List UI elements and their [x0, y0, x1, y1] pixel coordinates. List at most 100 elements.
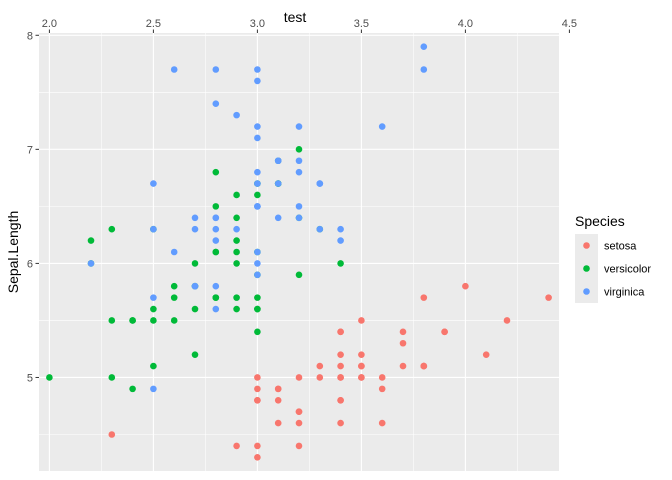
data-point-setosa [254, 454, 261, 461]
data-point-setosa [420, 362, 428, 370]
data-point-virginica [254, 271, 261, 279]
legend-marker-versicolor [583, 265, 590, 272]
y-tick-label: 8 [27, 30, 33, 42]
data-point-versicolor [337, 260, 344, 267]
data-point-setosa [482, 351, 490, 358]
data-point-versicolor [170, 317, 178, 324]
data-point-setosa [274, 385, 282, 393]
legend-marker-virginica [583, 288, 590, 295]
data-point-setosa [545, 294, 552, 301]
data-point-virginica [212, 225, 220, 233]
data-point-setosa [399, 362, 407, 370]
data-point-virginica [150, 225, 157, 233]
data-point-virginica [191, 225, 199, 233]
data-point-versicolor [150, 362, 157, 370]
data-point-virginica [254, 203, 261, 210]
data-point-virginica [316, 225, 324, 233]
data-point-virginica [212, 305, 220, 313]
data-point-versicolor [108, 317, 116, 324]
data-point-versicolor [212, 248, 220, 256]
x-tick-label: 3.5 [354, 18, 369, 30]
data-point-virginica [254, 168, 261, 176]
legend-label-virginica: virginica [604, 287, 645, 299]
data-point-virginica [170, 248, 178, 256]
data-point-setosa [337, 396, 344, 404]
data-point-versicolor [170, 282, 178, 290]
data-point-versicolor [233, 294, 240, 301]
data-point-setosa [337, 374, 344, 381]
data-point-virginica [191, 282, 199, 290]
data-point-versicolor [233, 214, 240, 222]
y-tick-label: 5 [27, 372, 33, 384]
data-point-versicolor [150, 317, 157, 324]
data-point-versicolor [46, 374, 53, 381]
data-point-virginica [254, 248, 261, 256]
data-point-setosa [274, 396, 282, 404]
data-point-virginica [420, 43, 428, 50]
data-point-versicolor [212, 168, 220, 176]
x-tick-label: 3.0 [250, 18, 265, 30]
legend-marker-setosa [583, 242, 590, 249]
data-point-virginica [212, 214, 220, 222]
legend-items: setosa versicolor virginica [575, 234, 651, 303]
data-point-setosa [254, 396, 261, 404]
data-point-versicolor [233, 305, 240, 313]
data-point-virginica [254, 66, 261, 73]
data-point-versicolor [191, 351, 199, 358]
data-point-virginica [295, 157, 303, 165]
data-point-setosa [358, 362, 365, 370]
data-point-virginica [274, 214, 282, 222]
data-point-virginica [254, 180, 261, 187]
data-point-setosa [295, 408, 303, 415]
data-point-versicolor [129, 317, 136, 324]
data-point-versicolor [254, 328, 261, 336]
data-point-versicolor [129, 385, 136, 393]
data-point-setosa [295, 442, 303, 450]
data-point-versicolor [212, 294, 220, 301]
x-tick-label: 4.5 [562, 18, 577, 30]
y-tick-label: 6 [27, 258, 33, 270]
x-axis-title: test [284, 9, 307, 25]
data-point-versicolor [87, 237, 95, 244]
y-axis-title: Sepal.Length [5, 211, 21, 294]
data-point-setosa [316, 374, 324, 381]
data-point-setosa [441, 328, 448, 336]
data-point-versicolor [254, 191, 261, 199]
data-point-virginica [212, 237, 220, 244]
data-point-setosa [358, 317, 365, 324]
data-point-versicolor [233, 237, 240, 244]
legend-label-setosa: setosa [604, 241, 637, 253]
data-point-virginica [212, 282, 220, 290]
data-point-versicolor [233, 248, 240, 256]
data-point-virginica [150, 385, 157, 393]
legend: Species setosa versicolor virginica [575, 213, 651, 303]
data-point-virginica [316, 180, 324, 187]
data-point-setosa [254, 442, 261, 450]
y-tick-label: 7 [27, 144, 33, 156]
data-point-versicolor [254, 305, 261, 313]
data-point-setosa [337, 328, 344, 336]
data-point-versicolor [233, 191, 240, 199]
data-point-setosa [420, 294, 428, 301]
x-tick-label: 2.0 [42, 18, 57, 30]
minor-gridlines [39, 33, 559, 471]
data-point-virginica [337, 225, 344, 233]
data-point-virginica [212, 66, 220, 73]
data-point-setosa [503, 317, 511, 324]
plot-panel [39, 33, 559, 471]
data-point-virginica [254, 77, 261, 85]
data-point-virginica [150, 180, 157, 187]
data-point-setosa [108, 431, 116, 438]
data-point-versicolor [254, 294, 261, 301]
data-point-virginica [274, 180, 282, 187]
data-point-virginica [191, 214, 199, 222]
data-point-setosa [233, 442, 240, 450]
data-point-setosa [462, 282, 469, 290]
x-axis-ticks: 2.0 2.5 3.0 3.5 4.0 4.5 [42, 18, 577, 33]
data-point-virginica [233, 225, 240, 233]
data-point-versicolor [212, 203, 220, 210]
y-axis-ticks: 5 6 7 8 [27, 30, 39, 384]
data-point-virginica [170, 66, 178, 73]
data-point-setosa [254, 385, 261, 393]
